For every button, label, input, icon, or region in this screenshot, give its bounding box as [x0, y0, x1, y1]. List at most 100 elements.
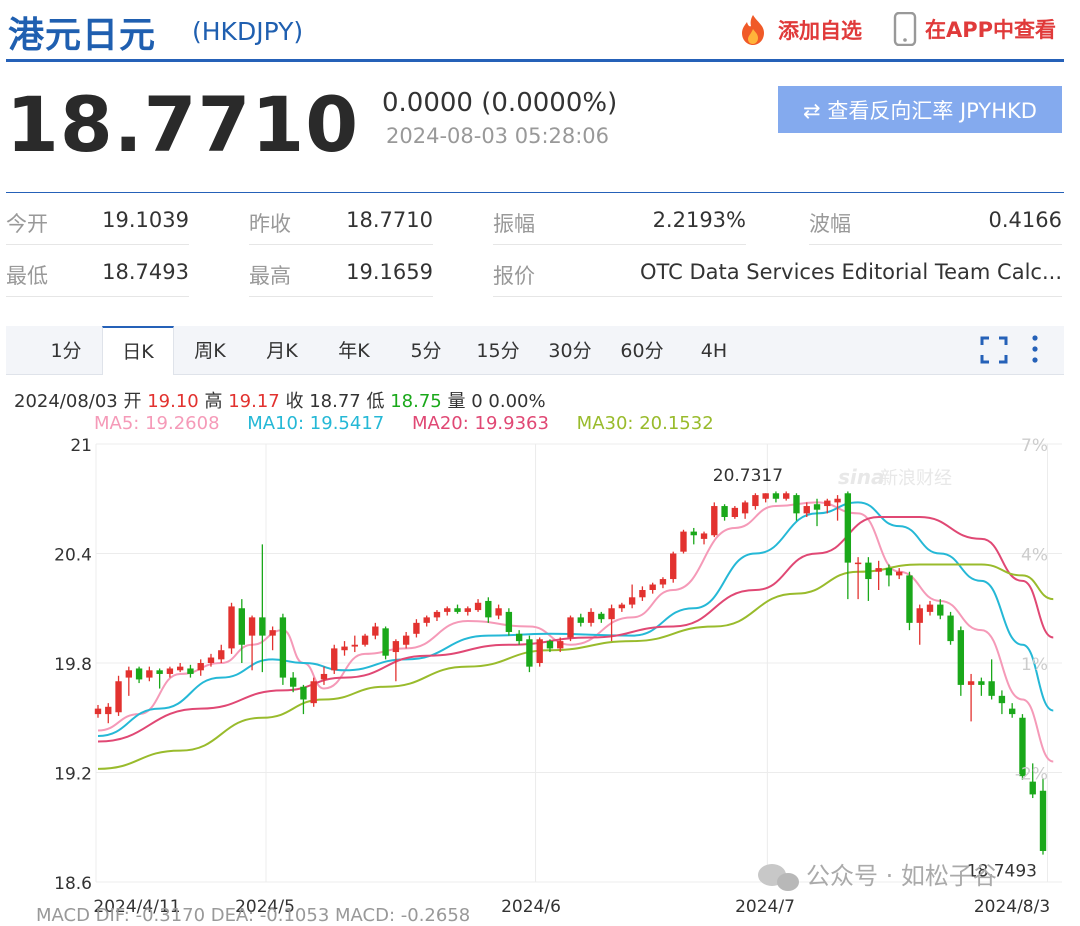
candle-down [515, 633, 523, 642]
candle-up [967, 681, 975, 685]
candle-up [618, 604, 626, 609]
pct-tick-label: -2% [1015, 765, 1048, 785]
tab-1min[interactable]: 1分 [50, 340, 82, 362]
candle-up [762, 493, 769, 499]
candle-up [361, 635, 369, 645]
amplitude-value: 2.2193% [652, 208, 746, 232]
flame-icon [742, 15, 764, 45]
candle-up [331, 648, 338, 671]
reverse-rate-button[interactable]: ⇄ 查看反向汇率 JPYHKD [778, 86, 1062, 133]
candle-down [813, 504, 821, 510]
candle-down [1009, 708, 1016, 715]
high-label: 最高 [249, 264, 291, 288]
candle-down [526, 639, 533, 667]
candle-up [146, 670, 153, 678]
candle-up [423, 617, 430, 623]
price-change: 0.0000 (0.0000%) [382, 88, 618, 118]
candle-down [1039, 790, 1047, 851]
candle-down [793, 495, 800, 514]
x-tick-label: 2024/8/3 [974, 897, 1050, 917]
candle-up [536, 639, 543, 663]
candle-down [844, 493, 852, 563]
tab-15min[interactable]: 15分 [476, 340, 520, 362]
candle-up [197, 663, 204, 671]
candle-up [680, 531, 687, 552]
tab-4h[interactable]: 4H [700, 340, 728, 362]
candle-down [454, 608, 461, 612]
source-value: OTC Data Services Editorial Team Calc... [640, 260, 1062, 284]
candle-up [896, 571, 903, 576]
tab-monthly-k[interactable]: 月K [266, 340, 298, 362]
macd-row: MACD DIF: -0.3170 DEA: -0.1053 MACD: -0.… [36, 905, 471, 926]
candle-down [978, 681, 985, 685]
ma-line-ma20 [97, 516, 1054, 743]
candle-up [495, 608, 502, 616]
candle-down [906, 575, 913, 623]
ohlc-close-label: 收 [285, 391, 304, 412]
y-tick-label: 21 [70, 436, 92, 456]
candle-down [690, 531, 697, 536]
candle-up [741, 502, 749, 514]
candle-up [341, 646, 348, 651]
candle-up [670, 553, 677, 580]
candle-up [628, 597, 636, 605]
range-label: 波幅 [809, 212, 851, 236]
candle-up [731, 507, 739, 517]
phone-icon [893, 12, 917, 46]
candle-up [351, 644, 358, 647]
ohlc-volume-label: 量 [447, 391, 466, 412]
candle-down [259, 617, 266, 636]
candle-up [608, 608, 615, 620]
candle-down [937, 604, 944, 616]
candle-up [649, 584, 656, 590]
candle-up [392, 641, 400, 653]
candle-up [433, 611, 441, 618]
candle-down [300, 686, 307, 700]
candle-up [824, 500, 831, 507]
range-value: 0.4166 [988, 208, 1062, 232]
candle-up [659, 579, 667, 585]
ohlc-high-label: 高 [204, 391, 223, 412]
add-watchlist-button[interactable]: 添加自选 [736, 14, 862, 46]
add-watchlist-label: 添加自选 [778, 19, 862, 43]
candle-down [998, 695, 1006, 704]
candle-down [957, 630, 965, 685]
candle-up [752, 495, 759, 507]
candle-up [783, 493, 790, 499]
symbol-code: (HKDJPY) [192, 17, 304, 46]
candle-down [485, 600, 492, 618]
candle-down [238, 608, 245, 645]
prev-close-label: 昨收 [249, 212, 291, 236]
tab-60min[interactable]: 60分 [620, 340, 664, 362]
tab-30min[interactable]: 30分 [548, 340, 592, 362]
candle-down [546, 641, 554, 649]
view-in-app-label: 在APP中查看 [925, 18, 1057, 42]
view-in-app-button[interactable]: 在APP中查看 [893, 12, 1056, 46]
y-tick-label: 19.2 [54, 765, 92, 785]
fullscreen-icon[interactable] [980, 336, 1008, 364]
candle-down [988, 681, 995, 696]
more-menu-icon[interactable] [1030, 334, 1040, 364]
amplitude-label: 振幅 [493, 212, 535, 236]
x-tick-label: 2024/7 [735, 897, 795, 917]
ohlc-volume: 0 0.00% [471, 391, 546, 412]
current-price: 18.7710 [6, 80, 360, 169]
candle-up [105, 706, 112, 715]
tab-yearly-k[interactable]: 年K [338, 340, 370, 362]
y-tick-label: 19.8 [54, 655, 92, 675]
candle-up [402, 635, 410, 645]
stat-underline [6, 296, 189, 297]
tab-5min[interactable]: 5分 [410, 340, 442, 362]
wechat-watermark: 公众号 · 如松子谷 [758, 862, 997, 891]
stat-underline [493, 244, 746, 245]
pct-tick-label: 7% [1021, 436, 1048, 456]
candlestick-chart[interactable]: sina 新浪财经 21 20.4 19.8 19.2 18.6 7% 4% 1% -2% 202… [0, 432, 1080, 920]
candle-up [711, 506, 718, 536]
axis-labels: 21 20.4 19.8 19.2 18.6 7% 4% 1% -2% 2024/4/11 2024… [54, 436, 1050, 917]
header-divider [6, 59, 1064, 62]
wechat-icon [758, 864, 799, 891]
candle-down [865, 562, 872, 580]
tab-weekly-k[interactable]: 周K [194, 340, 226, 362]
stat-underline [493, 296, 1062, 297]
tab-daily-k[interactable]: 日K [102, 326, 174, 375]
